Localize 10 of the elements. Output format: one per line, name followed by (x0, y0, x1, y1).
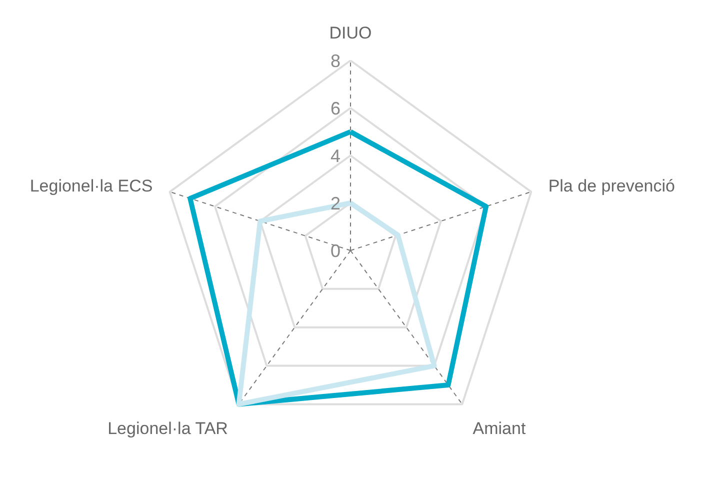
y-tick-label: 0 (330, 241, 341, 261)
y-tick-label: 2 (330, 194, 341, 214)
y-tick-label: 8 (330, 51, 341, 71)
spoke-label: Pla de prevenció (548, 176, 675, 196)
spoke-label: Legionel·la TAR (108, 418, 228, 438)
y-tick-label: 4 (330, 146, 341, 166)
spoke-label: Amiant (472, 418, 526, 438)
spoke-label: DIUO (329, 24, 372, 42)
spoke-label: Legionel·la ECS (30, 176, 153, 196)
y-tick-label: 6 (330, 98, 341, 118)
